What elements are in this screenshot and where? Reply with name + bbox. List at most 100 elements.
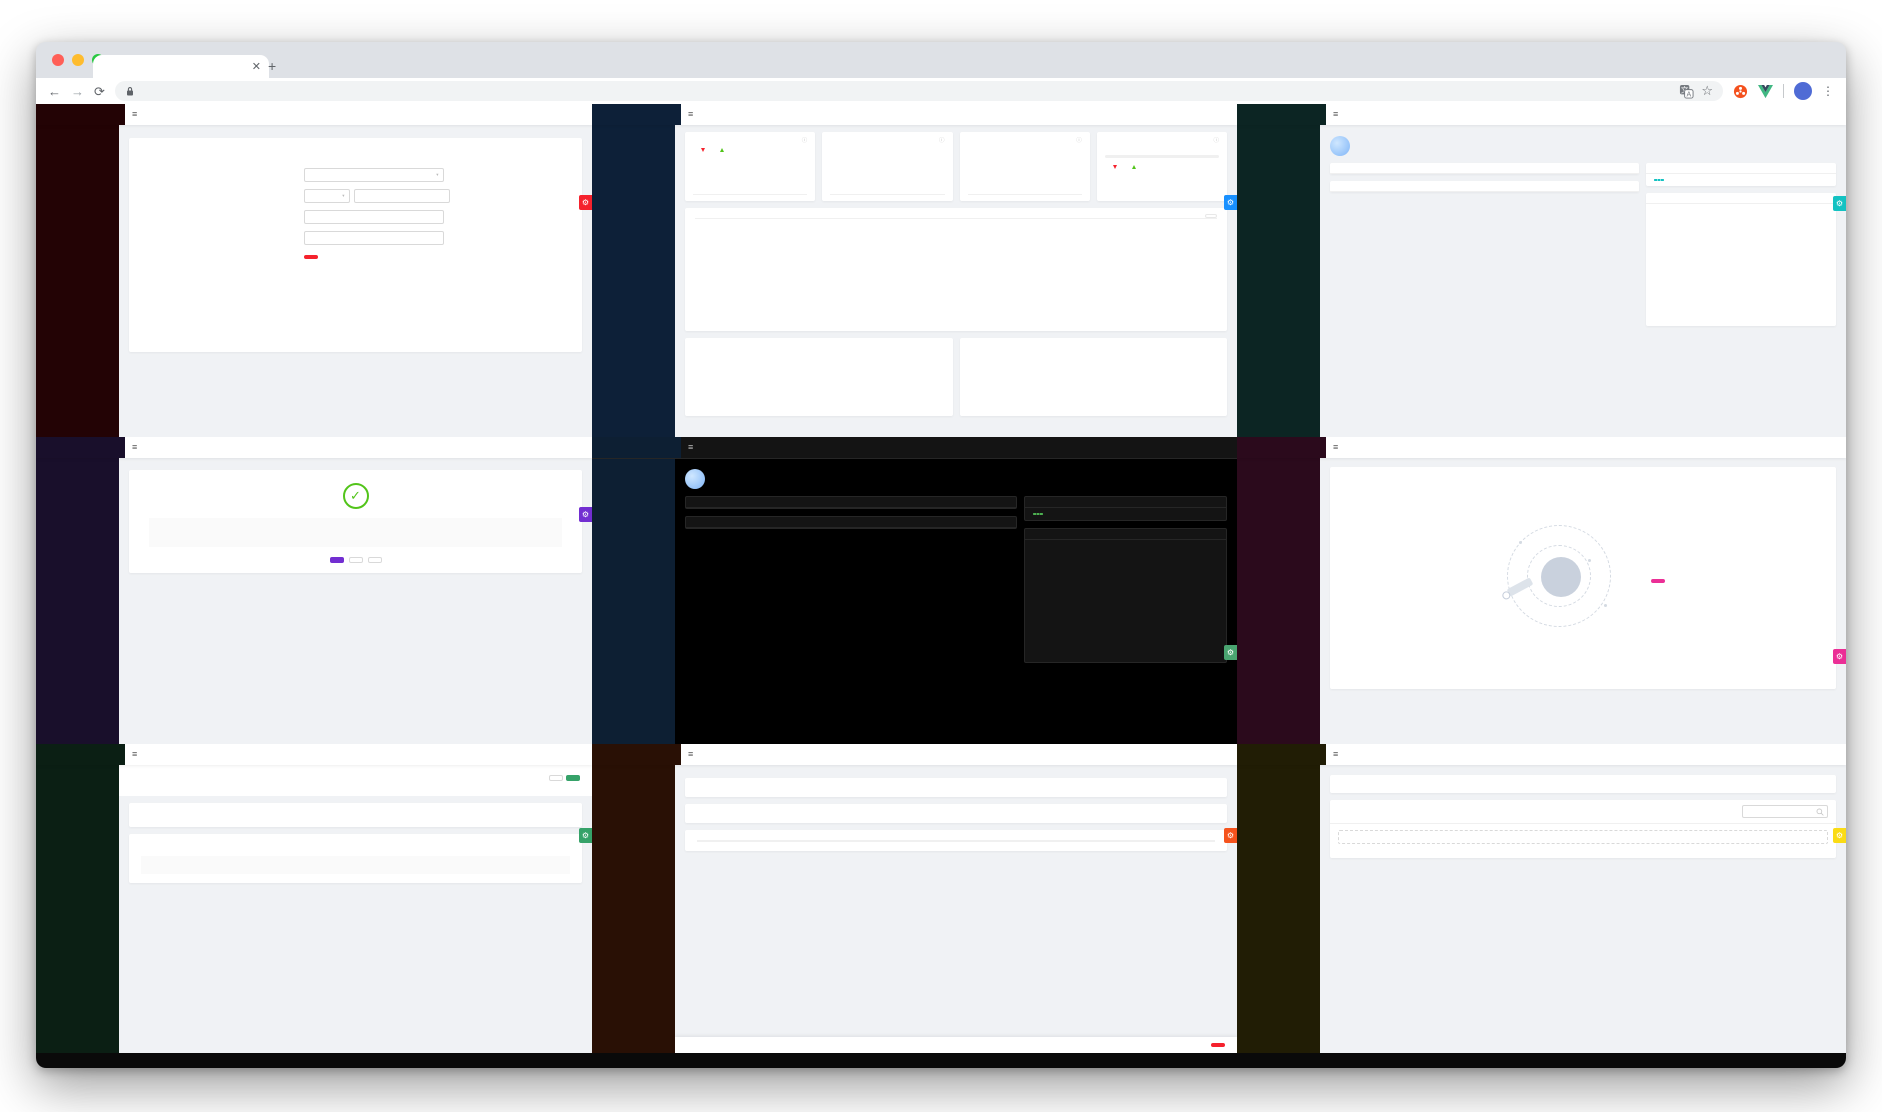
info-icon[interactable]: ⓘ [1076,138,1082,144]
trend-up-icon [720,147,724,152]
tab-close-icon[interactable]: ✕ [251,61,261,73]
lock-icon [126,86,133,95]
close-window-button[interactable] [52,54,64,66]
themes-preview-montage: ≡ ▾ ▾ [36,104,1846,1053]
app-logo[interactable] [1237,744,1326,765]
menu-toggle-icon[interactable]: ≡ [132,108,138,119]
theme-settings-trigger[interactable]: ⚙ [1224,828,1237,843]
theme-settings-trigger[interactable]: ⚙ [579,195,592,210]
menu-toggle-icon[interactable]: ≡ [1333,441,1339,452]
extension-icon[interactable] [1733,84,1748,99]
theme-settings-trigger[interactable]: ⚙ [1833,196,1846,211]
browser-tab[interactable]: ✕ [93,55,269,78]
activity-feed-card [685,516,1017,529]
app-logo[interactable] [592,437,681,458]
back-home-button[interactable] [1651,579,1665,584]
menu-toggle-icon[interactable]: ≡ [688,441,694,452]
app-logo[interactable] [36,437,125,458]
cell-main [119,765,592,1053]
menu-toggle-icon[interactable]: ≡ [1333,748,1339,759]
add-op-button[interactable] [1032,513,1043,515]
receive-type-select[interactable]: ▾ [303,189,350,203]
cell-topbar: ≡ [36,104,592,125]
info-icon[interactable]: ⓘ [801,138,808,144]
address-bar[interactable]: 文A ☆ [114,81,1723,101]
detail-header [119,765,592,796]
theme-settings-trigger[interactable]: ⚙ [579,507,592,522]
cell-main [1320,125,1846,437]
app-logo[interactable] [36,744,125,765]
vue-devtools-icon[interactable] [1758,84,1773,99]
cell-main [675,458,1237,744]
standard-list-card [1330,800,1836,858]
repo-card [685,778,1227,797]
add-item-button[interactable] [1338,830,1828,844]
print-button[interactable] [367,557,382,563]
payment-account-select[interactable]: ▾ [303,168,444,182]
info-icon[interactable]: ⓘ [938,138,945,144]
list-search-input[interactable] [1742,805,1828,818]
stat-card-payments: ⓘ [959,132,1090,201]
menu-toggle-icon[interactable]: ≡ [688,748,694,759]
new-tab-button[interactable]: + [268,58,277,74]
radar-chart [1646,204,1836,322]
sales-share-card [959,338,1227,416]
next-step-button[interactable] [303,255,318,259]
menu-toggle-icon[interactable]: ≡ [132,441,138,452]
back-to-list-button[interactable] [329,557,344,563]
reload-button[interactable]: ⟳ [94,83,105,99]
profile-avatar[interactable] [1794,82,1812,100]
translate-icon[interactable]: 文A [1679,84,1694,99]
payee-name-input[interactable] [303,210,444,224]
preview-workplace-dark: ≡ [592,437,1237,744]
search-icon [1816,808,1824,816]
extensions-area: ⋮ [1733,82,1834,100]
sidebar [1237,125,1320,437]
primary-action-button[interactable] [566,775,580,781]
theme-settings-trigger[interactable]: ⚙ [1833,649,1846,664]
app-logo[interactable] [1237,437,1326,458]
app-logo[interactable] [36,104,125,125]
sidebar [36,125,119,437]
forward-button[interactable]: → [71,83,84,99]
menu-toggle-icon[interactable]: ≡ [132,748,138,759]
sales-bar-chart [695,229,1055,323]
minimize-window-button[interactable] [72,54,84,66]
app-logo[interactable] [592,104,681,125]
info-icon[interactable]: ⓘ [1213,138,1219,144]
preview-success: ≡ ✓ [36,437,592,744]
greeting-avatar [685,469,705,489]
sales-trend-card [685,208,1227,331]
theme-settings-trigger[interactable]: ⚙ [1224,645,1237,660]
theme-settings-trigger[interactable]: ⚙ [579,828,592,843]
submit-button[interactable] [1211,1043,1225,1047]
cell-main [1320,765,1846,1053]
back-button[interactable]: ← [48,83,61,99]
menu-toggle-icon[interactable]: ≡ [688,108,694,119]
sidebar [36,458,119,744]
bookmark-star-icon[interactable]: ☆ [1701,83,1713,98]
view-project-button[interactable] [348,557,363,563]
stat-card-visits: ⓘ [822,132,953,201]
radar-chart [1025,540,1226,658]
receive-account-input[interactable] [353,189,450,203]
date-range-picker[interactable] [1205,213,1217,218]
more-actions-button[interactable] [549,775,563,781]
stat-card-activity: ⓘ [1096,132,1227,201]
visits-sparkline [830,148,944,164]
app-logo[interactable] [1237,104,1326,125]
menu-toggle-icon[interactable]: ≡ [1333,108,1339,119]
cell-main: ⓘ ⓘ ⓘ [675,125,1237,437]
add-op-button[interactable] [1654,179,1665,181]
preview-standard-list: ≡ [1237,744,1846,1053]
app-logo[interactable] [592,744,681,765]
sidebar [1237,765,1320,1053]
preview-advanced-detail: ≡ [36,744,592,1053]
sidebar [1237,458,1320,744]
theme-settings-trigger[interactable]: ⚙ [1833,828,1846,843]
theme-settings-trigger[interactable]: ⚙ [1224,195,1237,210]
amount-input[interactable] [303,231,444,245]
multi-group-box [141,856,570,874]
browser-menu-icon[interactable]: ⋮ [1822,84,1834,98]
